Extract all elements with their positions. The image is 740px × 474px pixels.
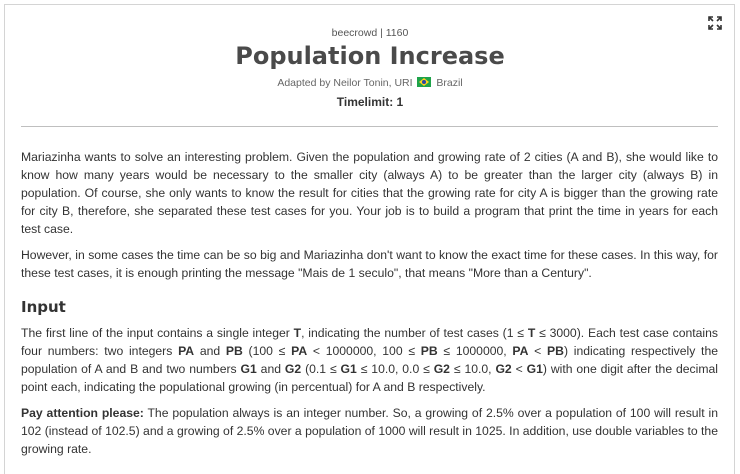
description-paragraph-1: Mariazinha wants to solve an interesting… [21, 150, 718, 236]
input-heading: Input [21, 298, 66, 316]
problem-body: Mariazinha wants to solve an interesting… [21, 148, 718, 466]
adapted-country: Brazil [436, 77, 463, 89]
input-paragraph-1: The first line of the input contains a s… [21, 326, 719, 394]
problem-adapted-by: Adapted by Neilor Tonin, URI Brazil [0, 77, 740, 89]
problem-timelimit: Timelimit: 1 [336, 95, 404, 109]
input-paragraph-2: Pay attention please: The population alw… [21, 406, 718, 456]
expand-icon[interactable] [708, 16, 722, 30]
problem-source: beecrowd | 1160 [331, 27, 409, 39]
problem-panel [4, 4, 735, 474]
problem-title: Population Increase [235, 42, 505, 70]
description-paragraph-2: However, in some cases the time can be s… [21, 248, 718, 280]
header-divider [21, 126, 718, 127]
brazil-flag-icon [417, 77, 432, 87]
adapted-by-label: Adapted by Neilor Tonin, URI [277, 77, 413, 89]
